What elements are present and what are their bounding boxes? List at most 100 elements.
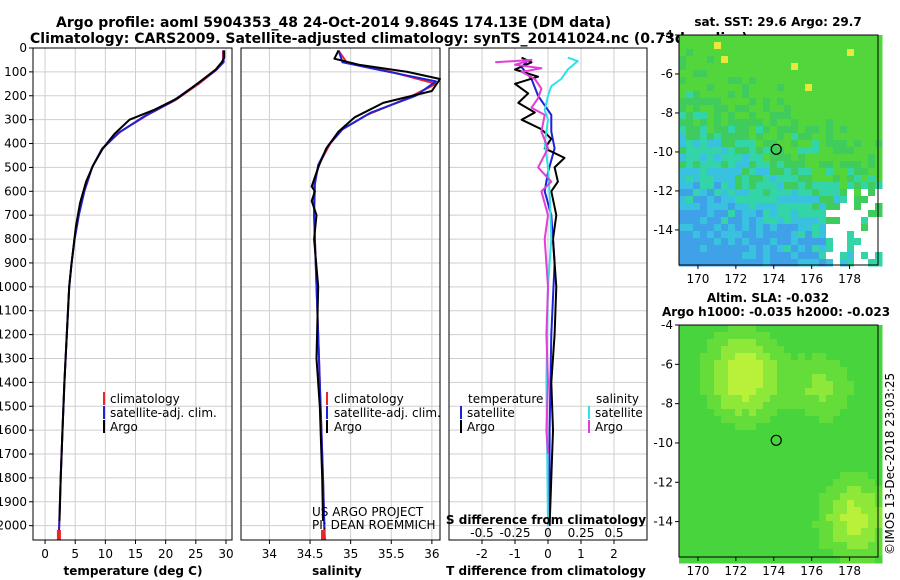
map-cell xyxy=(784,542,792,550)
map-cell xyxy=(756,49,764,57)
map-cell xyxy=(721,196,729,204)
map-cell xyxy=(875,217,883,225)
map-cell xyxy=(721,245,729,253)
map-cell xyxy=(686,444,694,452)
map-cell xyxy=(840,119,848,127)
map-cell xyxy=(854,535,862,543)
map-cell xyxy=(805,56,813,64)
map-cell xyxy=(728,175,736,183)
map-cell xyxy=(679,521,687,529)
map-cell xyxy=(847,35,855,43)
map-cell xyxy=(700,35,708,43)
map-cell xyxy=(707,224,715,232)
map-cell xyxy=(805,458,813,466)
map-cell xyxy=(875,367,883,375)
map-cell xyxy=(721,430,729,438)
map-cell xyxy=(693,168,701,176)
map-cell xyxy=(868,259,876,267)
map-cell xyxy=(714,161,722,169)
map-cell xyxy=(784,189,792,197)
map-cell xyxy=(728,189,736,197)
map-cell xyxy=(777,98,785,106)
map-cell xyxy=(707,514,715,522)
map-cell xyxy=(805,430,813,438)
map-cell xyxy=(826,493,834,501)
map-cell xyxy=(728,238,736,246)
map-cell xyxy=(700,409,708,417)
map-cell xyxy=(742,252,750,260)
map-cell xyxy=(679,486,687,494)
map-cell xyxy=(777,245,785,253)
map-cell xyxy=(728,140,736,148)
map-cell xyxy=(868,437,876,445)
map-cell xyxy=(763,140,771,148)
sla-map-cells xyxy=(679,325,883,564)
map-cell xyxy=(763,196,771,204)
map-cell xyxy=(784,374,792,382)
map-cell xyxy=(735,360,743,368)
map-cell xyxy=(833,535,841,543)
series-argo xyxy=(58,50,226,521)
map-cell xyxy=(791,91,799,99)
map-cell xyxy=(868,346,876,354)
map-cell xyxy=(693,259,701,267)
map-cell xyxy=(707,549,715,557)
map-cell xyxy=(707,395,715,403)
map-cell xyxy=(714,332,722,340)
map-cell xyxy=(777,514,785,522)
map-cell xyxy=(826,154,834,162)
map-cell xyxy=(777,556,785,564)
map-cell xyxy=(819,182,827,190)
map-cell xyxy=(700,196,708,204)
map-cell xyxy=(861,112,869,120)
map-cell xyxy=(728,556,736,564)
map-cell xyxy=(714,339,722,347)
map-cell xyxy=(777,119,785,127)
map-cell xyxy=(679,360,687,368)
map-cell xyxy=(854,147,862,155)
map-cell xyxy=(777,360,785,368)
map-cell xyxy=(868,196,876,204)
map-cell xyxy=(700,84,708,92)
map-cell xyxy=(861,175,869,183)
map-cell xyxy=(833,161,841,169)
map-cell xyxy=(770,63,778,71)
map-cell xyxy=(791,133,799,141)
map-cell xyxy=(819,133,827,141)
map-cell xyxy=(798,493,806,501)
map-cell xyxy=(784,217,792,225)
series-satellite-adj-clim- xyxy=(313,50,437,541)
map-cell xyxy=(826,49,834,57)
map-cell xyxy=(735,182,743,190)
sla-map: Altim. SLA: -0.032 Argo h1000: -0.035 h2… xyxy=(653,291,890,578)
map-cell xyxy=(714,388,722,396)
map-cell xyxy=(798,112,806,120)
map-cell xyxy=(805,252,813,260)
map-cell xyxy=(679,231,687,239)
map-cell xyxy=(861,231,869,239)
map-cell xyxy=(707,325,715,333)
map-cell xyxy=(784,231,792,239)
map-cell xyxy=(693,451,701,459)
map-cell xyxy=(700,105,708,113)
map-cell xyxy=(770,444,778,452)
map-cell xyxy=(861,507,869,515)
map-cell xyxy=(679,154,687,162)
map-cell xyxy=(840,367,848,375)
map-cell xyxy=(763,402,771,410)
map-cell xyxy=(721,367,729,375)
map-cell xyxy=(868,451,876,459)
map-cell xyxy=(805,465,813,473)
map-cell xyxy=(819,542,827,550)
map-cell xyxy=(686,423,694,431)
map-cell xyxy=(707,465,715,473)
map-cell xyxy=(756,238,764,246)
map-cell xyxy=(728,507,736,515)
map-cell xyxy=(833,224,841,232)
map-cell xyxy=(728,119,736,127)
map-cell xyxy=(798,238,806,246)
map-cell xyxy=(714,133,722,141)
map-cell xyxy=(819,154,827,162)
map-cell xyxy=(833,500,841,508)
map-cell xyxy=(700,500,708,508)
